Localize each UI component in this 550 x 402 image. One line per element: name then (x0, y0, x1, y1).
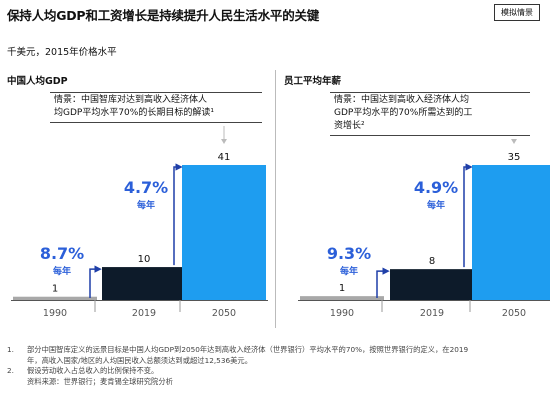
gdp-data-label-1990: 1 (52, 284, 58, 295)
wage-x-tick-2050: 2050 (502, 308, 526, 319)
wage-growth-arrow-2 (463, 163, 473, 268)
wage-bar-2050 (472, 165, 550, 300)
gdp-data-label-2050: 41 (218, 152, 231, 163)
scenario-badge: 模拟情景 (494, 4, 540, 21)
gdp-growth-rate-1: 8.7% (40, 244, 84, 263)
scenario-box-wage: 情景：中国达到高收入经济体人均 GDP平均水平的70%所需达到的工 资增长² (330, 92, 530, 136)
wage-growth-unit-1: 每年 (340, 265, 358, 277)
panel-title-gdp: 中国人均GDP (7, 76, 68, 87)
wage-growth-rate-2: 4.9% (414, 178, 458, 197)
scenario-line: 资增长² (334, 121, 365, 131)
gdp-connector-arrow (221, 139, 227, 144)
gdp-bar-1990 (13, 296, 97, 300)
panel-title-wage: 员工平均年薪 (284, 76, 342, 87)
wage-data-label-2050: 35 (508, 152, 521, 163)
footnote-row: 2. 假设劳动收入占总收入的比例保持不变。 (7, 366, 159, 375)
scenario-line: 均GDP平均水平70%的长期目标的解读¹ (54, 108, 214, 118)
unit-label: 千美元，2015年价格水平 (7, 47, 117, 58)
scenario-box-gdp: 情景：中国智库对达到高收入经济体人 均GDP平均水平70%的长期目标的解读¹ (50, 92, 262, 123)
gdp-growth-rate-2: 4.7% (124, 178, 168, 197)
panel-divider (275, 70, 276, 328)
wage-bar-2019 (390, 269, 474, 300)
wage-growth-rate-1: 9.3% (327, 244, 371, 263)
gdp-bar-2019 (102, 267, 186, 300)
wage-growth-unit-2: 每年 (427, 199, 445, 211)
page-title: 保持人均GDP和工资增长是持续提升人民生活水平的关键 (7, 8, 320, 23)
footnote-row: 1. 部分中国智库定义的远景目标是中国人均GDP到2050年达到高收入经济体（世界… (7, 345, 469, 354)
wage-x-tick-2019: 2019 (420, 308, 444, 319)
footnotes: 1. 部分中国智库定义的远景目标是中国人均GDP到2050年达到高收入经济体（世界… (7, 345, 468, 387)
gdp-growth-unit-2: 每年 (137, 199, 155, 211)
gdp-bar-2050 (182, 165, 266, 300)
gdp-data-label-2019: 10 (138, 254, 151, 265)
wage-x-tick-1990: 1990 (330, 308, 354, 319)
wage-connector-arrow (511, 139, 517, 144)
footnote-row: 年，高收入国家/地区的人均国民收入总额须达到或超过12,536美元。 (27, 355, 253, 365)
gdp-x-tick-2050: 2050 (212, 308, 236, 319)
scenario-line: 情景：中国达到高收入经济体人均 (334, 95, 470, 105)
wage-growth-arrow-1 (376, 267, 390, 298)
scenario-line: 情景：中国智库对达到高收入经济体人 (54, 95, 208, 105)
gdp-growth-unit-1: 每年 (53, 265, 71, 277)
gdp-growth-arrow-1 (89, 265, 102, 298)
wage-bar-1990 (300, 296, 384, 300)
footnote-source: 资料来源：世界银行；麦肯锡全球研究院分析 (27, 376, 173, 386)
gdp-growth-arrow-2 (173, 163, 183, 266)
scenario-line: GDP平均水平的70%所需达到的工 (334, 108, 473, 118)
wage-data-label-1990: 1 (339, 283, 345, 294)
gdp-x-tick-2019: 2019 (132, 308, 156, 319)
gdp-x-tick-1990: 1990 (43, 308, 67, 319)
wage-data-label-2019: 8 (429, 256, 435, 267)
